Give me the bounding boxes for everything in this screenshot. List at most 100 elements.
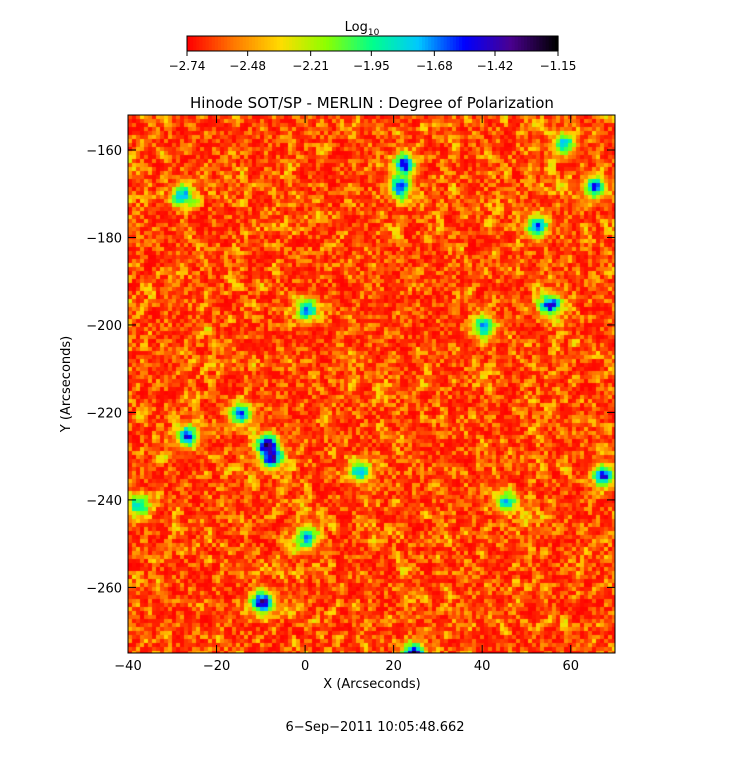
colorbar-segment — [313, 36, 318, 51]
colorbar-segment — [193, 36, 197, 51]
colorbar — [187, 36, 559, 51]
colorbar-segment — [350, 36, 355, 51]
colorbar-segment — [452, 36, 457, 51]
colorbar-segment — [554, 36, 559, 51]
colorbar-segment — [369, 36, 374, 51]
colorbar-segment — [431, 36, 435, 51]
colorbar-segment — [428, 36, 432, 51]
colorbar-segment — [344, 36, 349, 51]
colorbar-segment — [443, 36, 448, 51]
colorbar-label-sub: 10 — [368, 28, 380, 38]
colorbar-segment — [372, 36, 377, 51]
colorbar-segment — [214, 36, 219, 51]
x-axis-label: X (Arcseconds) — [323, 677, 420, 692]
colorbar-segment — [326, 36, 330, 51]
colorbar-segment — [530, 36, 534, 51]
colorbar-segment — [378, 36, 383, 51]
colorbar-segment — [477, 36, 482, 51]
colorbar-segment — [292, 36, 296, 51]
colorbar-segment — [465, 36, 469, 51]
colorbar-segment — [508, 36, 513, 51]
plot-frame — [127, 114, 616, 654]
colorbar-segment — [437, 36, 442, 51]
colorbar-segment — [394, 36, 398, 51]
colorbar-segment — [239, 36, 244, 51]
colorbar-segment — [208, 36, 213, 51]
colorbar-segment — [462, 36, 466, 51]
colorbar-segment — [307, 36, 312, 51]
y-tick-label: −200 — [86, 319, 122, 334]
colorbar-segment — [353, 36, 358, 51]
colorbar-segment — [332, 36, 336, 51]
colorbar-segment — [403, 36, 408, 51]
colorbar-segment — [221, 36, 225, 51]
colorbar-segment — [338, 36, 343, 51]
colorbar-segment — [415, 36, 420, 51]
colorbar-segment — [474, 36, 479, 51]
colorbar-label: Log10 — [345, 20, 380, 38]
colorbar-tick-label: −1.15 — [540, 59, 577, 73]
colorbar-segment — [375, 36, 380, 51]
colorbar-segment — [505, 36, 510, 51]
y-tick-label: −180 — [86, 231, 122, 246]
colorbar-segment — [480, 36, 485, 51]
colorbar-segment — [190, 36, 194, 51]
colorbar-segment — [217, 36, 222, 51]
colorbar-segment — [486, 36, 491, 51]
y-axis-label: Y (Arcseconds) — [59, 336, 74, 433]
colorbar-segment — [421, 36, 426, 51]
colorbar-tick-label: −1.42 — [477, 59, 514, 73]
colorbar-segment — [425, 36, 429, 51]
colorbar-segment — [258, 36, 262, 51]
colorbar-segment — [499, 36, 503, 51]
colorbar-segment — [248, 36, 253, 51]
heatmap — [128, 115, 615, 653]
colorbar-frame — [186, 35, 559, 52]
colorbar-segment — [412, 36, 417, 51]
colorbar-segment — [440, 36, 445, 51]
colorbar-segment — [381, 36, 386, 51]
colorbar-ticks: −2.74 −2.48 −2.21 −1.95 −1.68 −1.42 −1.15 — [169, 51, 577, 73]
colorbar-segment — [406, 36, 411, 51]
y-tick-label: −160 — [86, 144, 122, 159]
x-tick-label: 0 — [301, 659, 309, 674]
colorbar-segment — [489, 36, 494, 51]
colorbar-segment — [289, 36, 293, 51]
colorbar-segment — [363, 36, 367, 51]
x-tick-label: −40 — [114, 659, 141, 674]
colorbar-segment — [449, 36, 454, 51]
colorbar-segment — [548, 36, 553, 51]
colorbar-segment — [255, 36, 259, 51]
colorbar-segment — [400, 36, 405, 51]
colorbar-tick-label: −2.74 — [169, 59, 206, 73]
colorbar-segment — [387, 36, 392, 51]
colorbar-segment — [496, 36, 500, 51]
colorbar-segment — [245, 36, 250, 51]
colorbar-segment — [366, 36, 371, 51]
colorbar-segment — [459, 36, 463, 51]
colorbar-label-main: Log — [345, 20, 368, 35]
colorbar-segment — [539, 36, 544, 51]
colorbar-segment — [471, 36, 476, 51]
colorbar-segment — [319, 36, 324, 51]
y-tick-label: −220 — [86, 406, 122, 421]
colorbar-segment — [384, 36, 389, 51]
colorbar-segment — [227, 36, 231, 51]
colorbar-segment — [520, 36, 525, 51]
y-tick-label: −240 — [86, 494, 122, 509]
colorbar-segment — [224, 36, 228, 51]
colorbar-segment — [536, 36, 541, 51]
colorbar-segment — [323, 36, 327, 51]
colorbar-tick-label: −2.48 — [229, 59, 266, 73]
colorbar-segment — [341, 36, 346, 51]
timestamp: 6−Sep−2011 10:05:48.662 — [285, 720, 464, 735]
colorbar-segment — [511, 36, 516, 51]
colorbar-segment — [551, 36, 556, 51]
x-axis: −40 −20 0 20 40 60 — [114, 115, 579, 674]
colorbar-segment — [418, 36, 423, 51]
colorbar-segment — [493, 36, 497, 51]
colorbar-segment — [196, 36, 200, 51]
colorbar-segment — [187, 36, 191, 51]
colorbar-segment — [502, 36, 507, 51]
